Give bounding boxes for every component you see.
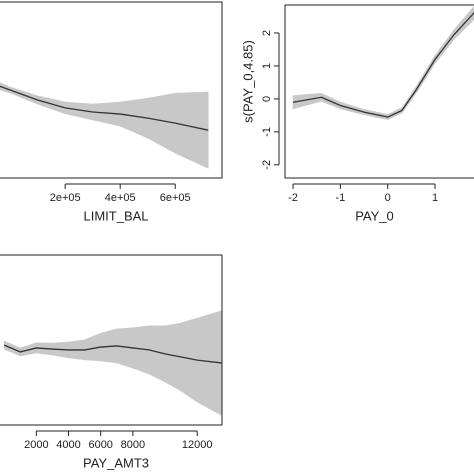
x-axis-title: LIMIT_BAL xyxy=(83,208,148,223)
y-tick-label: -2 xyxy=(261,160,273,170)
x-tick-label: 0 xyxy=(385,192,391,204)
fit-line xyxy=(0,85,209,131)
plot-frame xyxy=(284,4,474,179)
confidence-band xyxy=(37,95,66,115)
y-tick-label: 2 xyxy=(261,30,273,36)
x-tick-label: 6000 xyxy=(88,439,112,451)
x-tick-label: 4e+05 xyxy=(105,192,136,204)
x-tick-label: 2e+05 xyxy=(50,192,81,204)
y-tick-label: 0 xyxy=(261,96,273,102)
fit-line xyxy=(3,344,222,364)
plot-frame xyxy=(0,254,223,426)
x-tick-label: 6e+05 xyxy=(160,192,191,204)
x-tick-label: 4000 xyxy=(56,439,80,451)
x-tick-label: 12000 xyxy=(182,439,213,451)
x-tick-label: 8000 xyxy=(121,439,145,451)
confidence-band xyxy=(453,6,474,41)
x-axis-title: PAY_AMT3 xyxy=(83,455,149,470)
fit-line xyxy=(292,12,474,118)
confidence-band xyxy=(196,310,222,416)
x-tick-label: 1 xyxy=(432,192,438,204)
x-tick-label: -1 xyxy=(335,192,345,204)
confidence-band xyxy=(147,92,176,154)
y-tick-label: -1 xyxy=(261,127,273,137)
y-axis-title: s(PAY_0,4.85) xyxy=(240,40,255,123)
x-axis-title: PAY_0 xyxy=(355,208,394,223)
plot-frame xyxy=(0,1,223,179)
x-tick-label: 2000 xyxy=(24,439,48,451)
y-tick-label: 1 xyxy=(261,63,273,69)
x-tick-label: -2 xyxy=(288,192,298,204)
confidence-band xyxy=(174,91,209,169)
